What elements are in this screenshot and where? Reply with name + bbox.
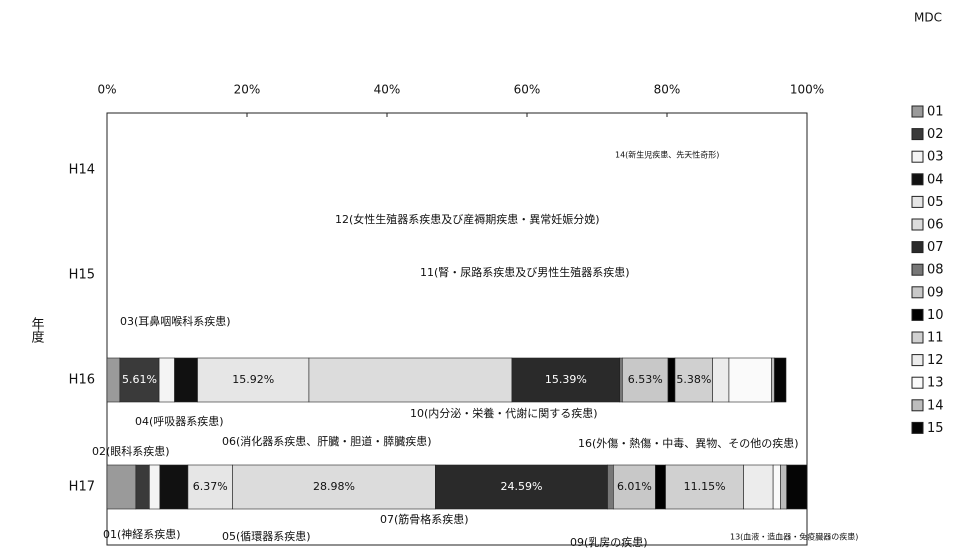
bar-segment — [174, 357, 198, 403]
legend-label: 01 — [927, 105, 944, 120]
bar-segment — [774, 357, 787, 403]
legend-label: 06 — [927, 218, 944, 233]
bar-segment — [728, 357, 772, 403]
legend-label: 12 — [927, 353, 944, 368]
legend-swatch — [911, 376, 924, 389]
bar-segment — [674, 357, 713, 403]
legend-label: 03 — [927, 150, 944, 165]
legend-label: 10 — [927, 308, 944, 323]
legend-swatch — [911, 399, 924, 412]
bar-segment — [780, 464, 787, 510]
bar-segment — [187, 464, 233, 510]
legend-label: 07 — [927, 240, 944, 255]
annotation: 16(外傷・熱傷・中毒、異物、その他の疾患) — [578, 436, 799, 450]
annotation: 12(女性生殖器系疾患及び産褥期疾患・異常妊娠分娩) — [335, 212, 600, 226]
data-label: 6.53% — [628, 373, 663, 386]
legend-swatch — [911, 286, 924, 299]
legend-label: 11 — [927, 331, 944, 346]
legend-title: MDC — [914, 11, 942, 25]
annotation: 09(乳房の疾患) — [570, 535, 648, 549]
legend-swatch — [911, 150, 924, 163]
legend-swatch — [911, 308, 924, 321]
data-label: 11.15% — [684, 480, 726, 493]
annotation: 01(神経系疾患) — [103, 527, 181, 541]
data-label: 6.37% — [193, 480, 228, 493]
legend-swatch — [911, 105, 924, 118]
x-tick-label: 80% — [654, 83, 681, 97]
x-tick-label: 40% — [374, 83, 401, 97]
x-tick-label: 100% — [790, 83, 824, 97]
bar-segment — [786, 464, 808, 510]
legend-swatch — [911, 128, 924, 141]
annotation: 05(循環器系疾患) — [222, 529, 311, 543]
bar-segment — [511, 357, 620, 403]
legend-label: 05 — [927, 195, 944, 210]
y-tick-label: H16 — [69, 373, 95, 388]
annotation: 04(呼吸器系疾患) — [135, 414, 224, 428]
bar-segment — [308, 357, 513, 403]
y-tick-label: H15 — [69, 268, 95, 283]
bar-segment — [622, 357, 669, 403]
data-label: 24.59% — [500, 480, 542, 493]
legend-label: 02 — [927, 127, 944, 142]
y-axis-label: 年度 — [29, 317, 45, 343]
legend-swatch — [911, 421, 924, 434]
x-tick-label: 20% — [234, 83, 261, 97]
annotation: 14(新生児疾患、先天性奇形) — [615, 150, 719, 160]
annotation: 06(消化器系疾患、肝臓・胆道・膵臓疾患) — [222, 434, 432, 448]
annotation: 07(筋骨格系疾患) — [380, 512, 469, 526]
data-label: 5.61% — [122, 373, 157, 386]
annotation: 13(血液・造血器・免疫臓器の疾患) — [730, 532, 858, 542]
annotation: 03(耳鼻咽喉科系疾患) — [120, 314, 231, 328]
bar-segment — [771, 357, 775, 403]
bar-segment — [619, 357, 623, 403]
legend-swatch — [911, 173, 924, 186]
bar-segment — [197, 357, 310, 403]
bar-segment — [149, 464, 161, 510]
bar-segment — [106, 464, 137, 510]
legend-swatch — [911, 354, 924, 367]
legend-label: 08 — [927, 263, 944, 278]
legend-label: 04 — [927, 172, 944, 187]
legend-label: 13 — [927, 376, 944, 391]
bar-segment — [135, 464, 150, 510]
annotation: 10(内分泌・栄養・代謝に関する疾患) — [410, 406, 598, 420]
bar-segment — [665, 464, 744, 510]
annotation: 11(腎・尿路系疾患及び男性生殖器系疾患) — [420, 265, 630, 279]
legend-label: 15 — [927, 421, 944, 436]
bar-segment — [232, 464, 436, 510]
legend-label: 14 — [927, 398, 944, 413]
bar-segment — [435, 464, 608, 510]
x-tick-label: 60% — [514, 83, 541, 97]
bar-segment — [613, 464, 656, 510]
bar-segment — [607, 464, 614, 510]
data-label: 28.98% — [313, 480, 355, 493]
bar-segment — [743, 464, 774, 510]
bar-segment — [159, 464, 189, 510]
data-label: 5.38% — [676, 373, 711, 386]
x-tick-label: 0% — [97, 83, 116, 97]
bar-segment — [667, 357, 676, 403]
y-tick-label: H17 — [69, 480, 95, 495]
data-label: 6.01% — [617, 480, 652, 493]
legend-label: 09 — [927, 285, 944, 300]
legend-swatch — [911, 241, 924, 254]
y-tick-label: H14 — [69, 163, 95, 178]
legend-swatch — [911, 218, 924, 231]
plot-frame — [106, 112, 808, 546]
bar-segment — [106, 357, 121, 403]
bar-segment — [119, 357, 160, 403]
bar-segment — [158, 357, 175, 403]
data-label: 15.39% — [545, 373, 587, 386]
annotation: 02(眼科系疾患) — [92, 444, 170, 458]
bar-segment — [655, 464, 666, 510]
legend-swatch — [911, 195, 924, 208]
bar-segment — [712, 357, 730, 403]
data-label: 15.92% — [232, 373, 274, 386]
legend-swatch — [911, 331, 924, 344]
legend-swatch — [911, 263, 924, 276]
bar-segment — [772, 464, 781, 510]
